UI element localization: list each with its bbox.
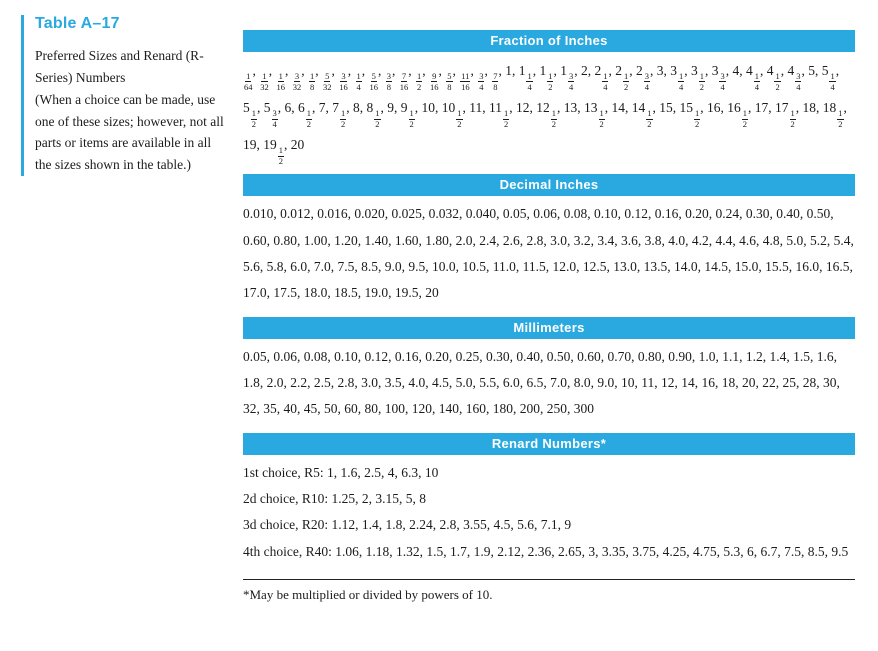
header-renard-numbers: Renard Numbers* xyxy=(243,432,855,455)
fraction-value: 19 1 2 xyxy=(263,137,284,167)
caption-description-line1: Preferred Sizes and Renard (R-Series) Nu… xyxy=(35,48,204,85)
fraction-value: 1 xyxy=(505,63,512,78)
fraction-value: 19 xyxy=(243,137,257,153)
fraction-value: 18 xyxy=(802,100,817,116)
fraction-value: 20 xyxy=(290,137,305,153)
fraction-value: 16 1 2 xyxy=(727,100,748,130)
fraction-value: 5 16 xyxy=(369,70,379,92)
renard-line-r40: 4th choice, R40: 1.06, 1.18, 1.32, 1.5, … xyxy=(243,543,849,559)
fraction-value: 2 xyxy=(580,63,588,78)
fraction-value: 11 xyxy=(469,100,483,116)
fraction-value: 6 xyxy=(284,100,292,116)
section-renard-numbers: Renard Numbers* 1st choice, R5: 1, 1.6, … xyxy=(243,432,855,565)
fraction-value: 3 32 xyxy=(292,70,302,92)
fraction-value: 13 1 2 xyxy=(584,100,605,130)
renard-values: 1st choice, R5: 1, 1.6, 2.5, 4, 6.3, 10 … xyxy=(243,460,855,565)
fraction-value: 8 xyxy=(353,100,360,116)
caption-text: Table A–17 Preferred Sizes and Renard (R… xyxy=(24,15,225,176)
fraction-value: 3 xyxy=(656,63,664,78)
fraction-value: 12 xyxy=(516,100,530,116)
fraction-value: 15 1 2 xyxy=(679,100,701,130)
caption-accent-bar xyxy=(21,15,24,177)
fraction-value: 10 1 2 xyxy=(441,100,463,130)
fraction-value: 11 16 xyxy=(460,70,471,92)
section-decimal-inches: Decimal Inches 0.010, 0.012, 0.016, 0.02… xyxy=(243,174,855,306)
footnote-text: *May be multiplied or divided by powers … xyxy=(243,586,493,602)
table-main: Fraction of Inches 1 64, 1 32, 1 16, 3 32, 1… xyxy=(243,30,855,603)
header-millimeters: Millimeters xyxy=(243,316,855,339)
fraction-value: 18 1 2 xyxy=(822,100,844,130)
caption-description-line2: (When a choice can be made, use one of t… xyxy=(35,91,224,173)
millimeters-values: 0.05, 0.06, 0.08, 0.10, 0.12, 0.16, 0.20… xyxy=(243,348,840,417)
fraction-value: 17 xyxy=(754,100,769,116)
fraction-value: 7 xyxy=(318,100,326,116)
fraction-value: 9 xyxy=(387,100,394,116)
fraction-value: 14 1 2 xyxy=(631,100,653,130)
fraction-value: 15 xyxy=(659,100,673,116)
fraction-value: 3 16 xyxy=(339,70,348,92)
fraction-value: 16 xyxy=(707,100,721,116)
fraction-value: 1 16 xyxy=(276,70,286,92)
renard-line-r20: 3d choice, R20: 1.12, 1.4, 1.8, 2.24, 2.… xyxy=(243,517,572,533)
fraction-value: 7 16 xyxy=(399,70,409,92)
fraction-value: 14 xyxy=(611,100,626,116)
table-caption-block: Table A–17 Preferred Sizes and Renard (R… xyxy=(21,15,225,177)
fraction-value: 17 1 2 xyxy=(775,100,796,130)
section-millimeters: Millimeters 0.05, 0.06, 0.08, 0.10, 0.12… xyxy=(243,316,855,423)
footnote-block: *May be multiplied or divided by powers … xyxy=(243,578,855,603)
fraction-value: 5 32 xyxy=(323,70,332,92)
fraction-value: 1 64 xyxy=(244,70,253,92)
table-title: Table A–17 xyxy=(35,15,120,32)
decimal-inches-values: 0.010, 0.012, 0.016, 0.020, 0.025, 0.032… xyxy=(243,206,854,301)
fraction-value: 9 16 xyxy=(430,70,439,92)
fraction-value: 11 1 2 xyxy=(489,100,510,130)
fraction-value: 1 32 xyxy=(260,70,269,92)
fraction-value: 12 1 2 xyxy=(536,100,557,130)
fraction-value: 13 xyxy=(563,100,578,116)
header-fraction-of-inches: Fraction of Inches xyxy=(243,30,855,52)
fraction-value: 5 xyxy=(808,63,815,78)
renard-line-r5: 1st choice, R5: 1, 1.6, 2.5, 4, 6.3, 10 xyxy=(243,464,439,480)
header-decimal-inches: Decimal Inches xyxy=(243,174,855,197)
renard-line-r10: 2d choice, R10: 1.25, 2, 3.15, 5, 8 xyxy=(243,490,426,506)
fraction-value: 4 xyxy=(732,63,740,78)
section-fraction-of-inches: Fraction of Inches 1 64, 1 32, 1 16, 3 32, 1… xyxy=(243,30,855,166)
fraction-value: 10 xyxy=(421,100,436,116)
